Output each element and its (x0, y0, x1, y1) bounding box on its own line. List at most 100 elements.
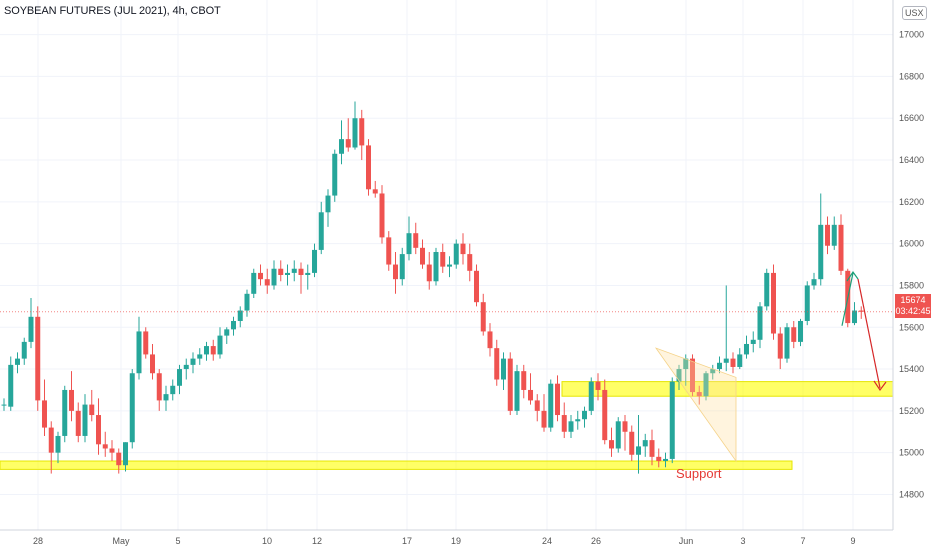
candle-body (217, 335, 223, 355)
candle-body (129, 373, 135, 443)
candle-body (42, 400, 47, 428)
candle-body (318, 212, 324, 250)
candle-body (703, 373, 709, 397)
currency-badge[interactable]: USX (902, 6, 927, 20)
bar-countdown: 03:42:45 (895, 306, 931, 316)
candle-body (1, 404, 7, 406)
annotations-layer: Support (0, 270, 893, 481)
candle-body (723, 358, 729, 363)
candle-body (663, 458, 668, 462)
candle-body (838, 224, 844, 271)
candle-body (399, 254, 405, 280)
y-tick-label: 16400 (899, 155, 924, 165)
candle-body (858, 310, 864, 312)
candle-body (480, 302, 486, 332)
candle-body (15, 358, 20, 365)
candle-body (8, 364, 14, 407)
candle-body (366, 145, 371, 190)
candle-body (237, 310, 243, 321)
projection-up-arrow (841, 272, 854, 326)
candle-body (413, 233, 419, 248)
y-tick-label: 15800 (899, 280, 924, 290)
y-tick-label: 16000 (899, 239, 924, 249)
candle-body (285, 272, 290, 275)
candle-body (156, 373, 162, 401)
candle-body (811, 279, 817, 286)
x-tick-label: 9 (850, 536, 855, 546)
candle-body (143, 331, 149, 355)
x-tick-label: 5 (175, 536, 180, 546)
candle-body (555, 383, 560, 416)
candle-body (123, 442, 128, 466)
candle-body (339, 139, 344, 154)
candle-body (710, 369, 716, 374)
candle-body (183, 364, 189, 370)
candle-body (440, 252, 446, 267)
candle-body (534, 400, 540, 411)
candle-body (102, 444, 108, 449)
x-tick-label: 12 (312, 536, 322, 546)
x-tick-label: 10 (262, 536, 272, 546)
candle-body (82, 404, 88, 436)
candle-body (528, 389, 533, 401)
candle-body (690, 358, 695, 393)
candle-body (737, 354, 743, 367)
projection-down-arrowhead (873, 380, 887, 391)
chart-grid (0, 0, 893, 530)
y-tick-label: 16200 (899, 197, 924, 207)
candle-body (372, 189, 378, 194)
candle-body (48, 427, 54, 453)
last-price-tag: 15674 03:42:45 (895, 294, 931, 318)
candle-body (433, 252, 439, 282)
candle-body (75, 410, 81, 436)
x-tick-label: 19 (451, 536, 461, 546)
candle-body (325, 195, 331, 213)
candle-body (744, 343, 749, 355)
candle-body (615, 421, 621, 449)
candle-body (460, 243, 466, 255)
candle-body (258, 272, 263, 280)
candle-body (717, 362, 722, 370)
candle-body (575, 419, 581, 422)
y-tick-label: 16800 (899, 71, 924, 81)
candle-body (305, 272, 311, 275)
candle-body (426, 264, 432, 282)
candle-body (224, 329, 230, 336)
x-tick-label: Jun (679, 536, 694, 546)
candle-body (642, 440, 648, 447)
candle-body (89, 404, 95, 416)
candle-body (62, 389, 68, 436)
candle-body (359, 118, 365, 146)
y-tick-label: 14800 (899, 489, 924, 499)
candle-body (163, 394, 169, 401)
candle-body (150, 354, 155, 374)
candle-body (55, 435, 61, 453)
candle-body (582, 410, 587, 420)
candle-body (825, 224, 830, 246)
candle-body (595, 381, 601, 390)
last-price-value: 15674 (900, 295, 926, 305)
candle-body (190, 358, 196, 365)
candle-body (696, 392, 702, 397)
triangle-pattern (654, 347, 737, 463)
y-tick-label: 15200 (899, 406, 924, 416)
x-tick-label: 24 (542, 536, 552, 546)
x-tick-label: 17 (402, 536, 412, 546)
candle-body (622, 421, 628, 432)
candle-body (804, 285, 810, 321)
candles-layer (1, 101, 864, 474)
y-tick-label: 16600 (899, 113, 924, 123)
candle-body (386, 237, 392, 265)
candle-body (28, 316, 34, 342)
candle-body (501, 358, 506, 380)
candle-body (831, 224, 837, 246)
candle-body (784, 327, 790, 359)
candle-body (96, 415, 101, 445)
candle-body (541, 410, 547, 428)
zones-layer (0, 381, 894, 470)
x-tick-label: May (112, 536, 130, 546)
candle-body (514, 371, 520, 411)
candle-body (170, 385, 176, 395)
